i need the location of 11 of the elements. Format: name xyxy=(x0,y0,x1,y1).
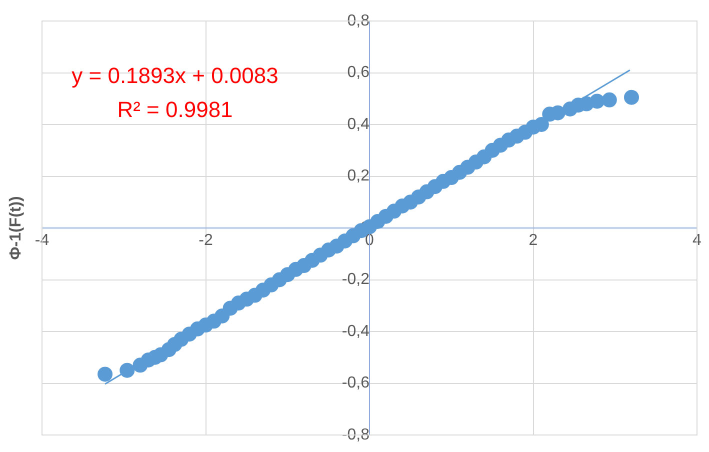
y-tick-label: 0,4 xyxy=(347,116,370,133)
y-tick-label: -0,6 xyxy=(342,374,370,392)
annotation: y = 0.1893x + 0.0083 xyxy=(72,63,278,88)
y-tick-label: 0,6 xyxy=(347,64,370,82)
x-tick-label: -2 xyxy=(198,232,213,250)
y-tick-label: -0,2 xyxy=(342,271,370,288)
x-tick-label: 2 xyxy=(528,232,538,250)
y-tick-label: -0,4 xyxy=(342,322,370,340)
y-axis-title: Φ-1(F(t)) xyxy=(7,196,24,260)
y-tick-label: 0,2 xyxy=(347,168,370,185)
annotation: R² = 0.9981 xyxy=(117,97,233,122)
